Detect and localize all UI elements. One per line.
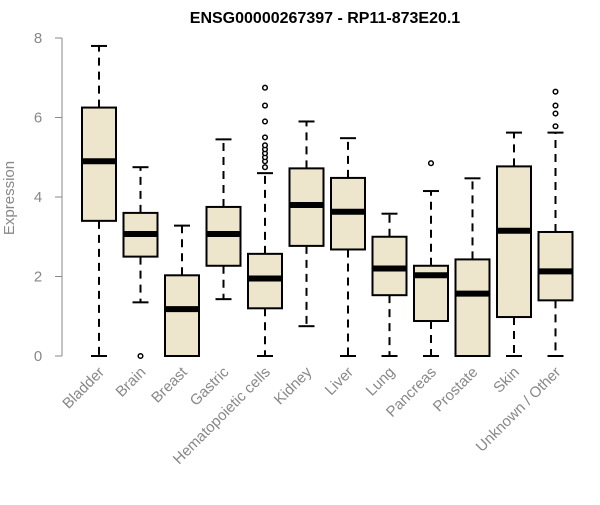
box-group — [122, 166, 159, 360]
iqr-box — [164, 274, 200, 357]
y-tick-label: 4 — [34, 189, 42, 206]
outlier-point — [552, 110, 559, 117]
box-group — [537, 88, 574, 357]
category-label: Brain — [113, 364, 150, 401]
outlier-point — [552, 102, 559, 109]
outlier-point — [261, 84, 269, 91]
y-tick-label: 2 — [34, 269, 42, 286]
box-group — [164, 224, 200, 357]
box-group — [288, 120, 325, 328]
outlier-point — [552, 123, 559, 130]
outlier-point — [427, 160, 435, 167]
outlier-point — [261, 142, 269, 149]
outlier-point — [261, 102, 269, 109]
box-group — [81, 44, 117, 357]
y-axis-label: Expression — [1, 161, 18, 235]
box-group — [454, 177, 491, 357]
category-label: Liver — [322, 364, 357, 399]
outlier-point — [137, 352, 144, 360]
box-group — [413, 160, 449, 357]
chart-title: ENSG00000267397 - RP11-873E20.1 — [190, 10, 461, 27]
box-group — [330, 137, 366, 357]
outlier-point — [261, 164, 269, 171]
iqr-box — [537, 230, 574, 302]
y-tick-label: 0 — [34, 348, 42, 365]
boxes-layer — [81, 44, 574, 360]
box-group — [371, 212, 408, 357]
y-tick-label: 6 — [34, 110, 42, 127]
box-group — [247, 84, 283, 357]
outlier-point — [552, 88, 559, 95]
iqr-box — [454, 258, 491, 357]
y-tick-label: 8 — [34, 30, 42, 47]
category-label: Kidney — [271, 363, 316, 408]
box-group — [496, 131, 532, 357]
category-label: Prostate — [430, 364, 482, 416]
outlier-point — [261, 118, 269, 125]
category-label: Breast — [148, 363, 191, 406]
outlier-point — [261, 134, 269, 141]
iqr-box — [496, 165, 532, 319]
category-label: Skin — [490, 364, 523, 397]
category-label: Lung — [363, 364, 399, 400]
box-group — [205, 138, 242, 301]
category-label: Bladder — [59, 364, 108, 413]
y-axis: 0 2 4 6 8 — [34, 30, 63, 365]
